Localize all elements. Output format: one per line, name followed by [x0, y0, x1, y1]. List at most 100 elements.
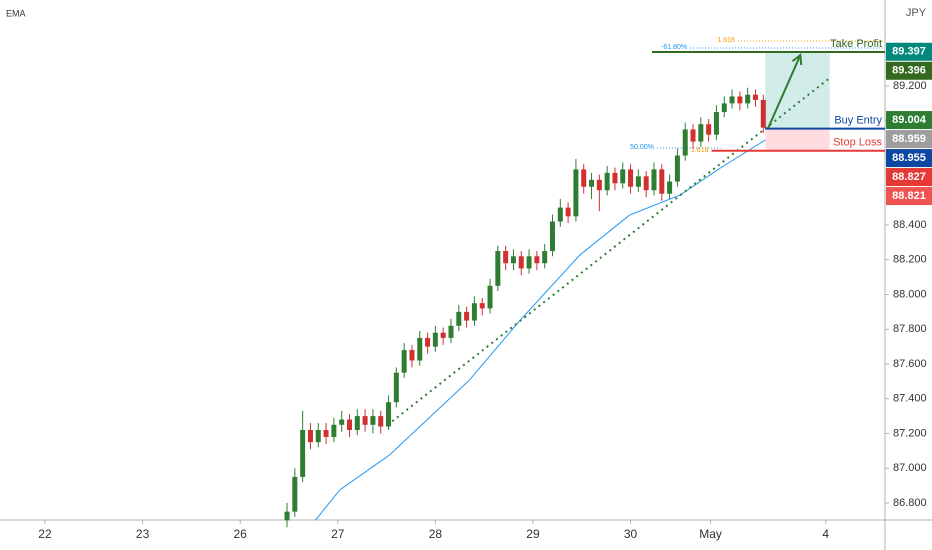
y-tick-label: 87.400	[893, 393, 927, 405]
candle-body	[425, 337, 431, 347]
plot-area: 1.618 -61.80% 50.00% 1.618 Take Profit Buy En…	[284, 37, 885, 528]
y-tick-label: 89.200	[893, 80, 927, 92]
candle-body	[479, 303, 485, 309]
candle-body	[339, 419, 345, 425]
y-tick-label: 87.600	[893, 358, 927, 370]
candle-body	[659, 169, 665, 194]
candle-body	[628, 169, 634, 187]
y-tick-label: 88.400	[893, 219, 927, 231]
candle-body	[401, 350, 407, 373]
price-label-box	[886, 149, 932, 168]
candle-body	[706, 124, 712, 135]
candle-body	[589, 179, 595, 187]
profit-zone	[765, 51, 830, 129]
trend-line	[386, 77, 831, 426]
arrow-head	[791, 53, 803, 66]
candle-body	[690, 129, 696, 142]
y-tick-label: 87.800	[893, 323, 927, 335]
x-tick-label: 4	[822, 527, 829, 541]
price-label-box	[886, 187, 932, 206]
x-tick-label: May	[699, 527, 722, 541]
candle-body	[729, 96, 735, 104]
fib-label: 50.00%	[630, 144, 654, 151]
candle-body	[393, 372, 399, 403]
candle-body	[674, 155, 680, 182]
x-tick-label: 27	[331, 527, 345, 541]
candle-body	[651, 169, 657, 191]
fib-label: 1.618	[691, 147, 709, 154]
candle-body	[292, 476, 298, 512]
loss-zone	[765, 128, 830, 151]
fib-label: -61.80%	[661, 44, 687, 51]
candle-body	[612, 172, 618, 184]
candle-body	[284, 511, 290, 521]
price-label-box	[886, 130, 932, 149]
y-tick-label: 86.800	[893, 497, 927, 509]
level-label: Take Profit	[830, 38, 882, 50]
candle-body	[596, 179, 602, 191]
candle-body	[503, 251, 509, 264]
candle-body	[378, 416, 384, 427]
candle-body	[760, 99, 766, 128]
y-tick-label: 87.000	[893, 462, 927, 474]
x-tick-label: 26	[234, 527, 248, 541]
candle-body	[745, 94, 751, 104]
candle-body	[440, 332, 446, 338]
x-tick-label: 29	[526, 527, 540, 541]
candle-body	[346, 419, 352, 431]
candle-body	[643, 176, 649, 191]
x-tick-label: 22	[38, 527, 52, 541]
price-label: 89.396	[892, 65, 926, 77]
candle-body	[386, 402, 392, 427]
x-tick-label: 28	[429, 527, 443, 541]
candle-body	[534, 256, 540, 264]
level-label: Stop Loss	[833, 137, 882, 149]
candle-body	[573, 169, 579, 217]
candle-body	[323, 430, 329, 437]
price-label-box	[886, 42, 932, 61]
y-tick-label: 88.200	[893, 254, 927, 266]
candle-body	[464, 311, 470, 321]
candle-body	[581, 169, 587, 187]
candle-body	[471, 303, 477, 321]
ema-line	[314, 139, 766, 521]
currency-label: JPY	[906, 7, 927, 19]
indicator-label: EMA	[6, 8, 26, 18]
candle-body	[737, 96, 743, 104]
candle-body	[518, 256, 524, 269]
price-label: 89.397	[892, 46, 926, 58]
level-label: Buy Entry	[834, 114, 882, 126]
candle-body	[510, 256, 516, 264]
candle-body	[409, 350, 415, 361]
candle-body	[682, 129, 688, 156]
candle-body	[604, 172, 610, 191]
candle-body	[549, 221, 555, 252]
candle-body	[752, 94, 758, 100]
candle-body	[667, 181, 673, 194]
price-label-box	[886, 61, 932, 80]
price-label: 88.821	[892, 190, 926, 202]
fib-label: 1.618	[717, 37, 735, 44]
price-label-box	[886, 168, 932, 187]
price-label: 88.827	[892, 171, 926, 183]
candle-body	[526, 256, 532, 269]
candle-body	[487, 285, 493, 309]
candle-body	[432, 332, 438, 347]
candle-body	[698, 124, 704, 142]
x-tick-label: 23	[136, 527, 150, 541]
arrow-shaft	[767, 54, 802, 129]
candle-body	[307, 430, 313, 443]
price-label-box	[886, 111, 932, 130]
candle-body	[620, 169, 626, 184]
candle-body	[456, 311, 462, 326]
y-tick-label: 88.000	[893, 288, 927, 300]
candle-body	[354, 416, 360, 431]
candle-body	[300, 430, 306, 477]
candle-body	[721, 103, 727, 113]
y-tick-label: 87.200	[893, 427, 927, 439]
price-label: 89.004	[892, 114, 927, 126]
price-label: 88.959	[892, 133, 926, 145]
x-tick-label: 30	[624, 527, 638, 541]
candle-body	[542, 251, 548, 264]
